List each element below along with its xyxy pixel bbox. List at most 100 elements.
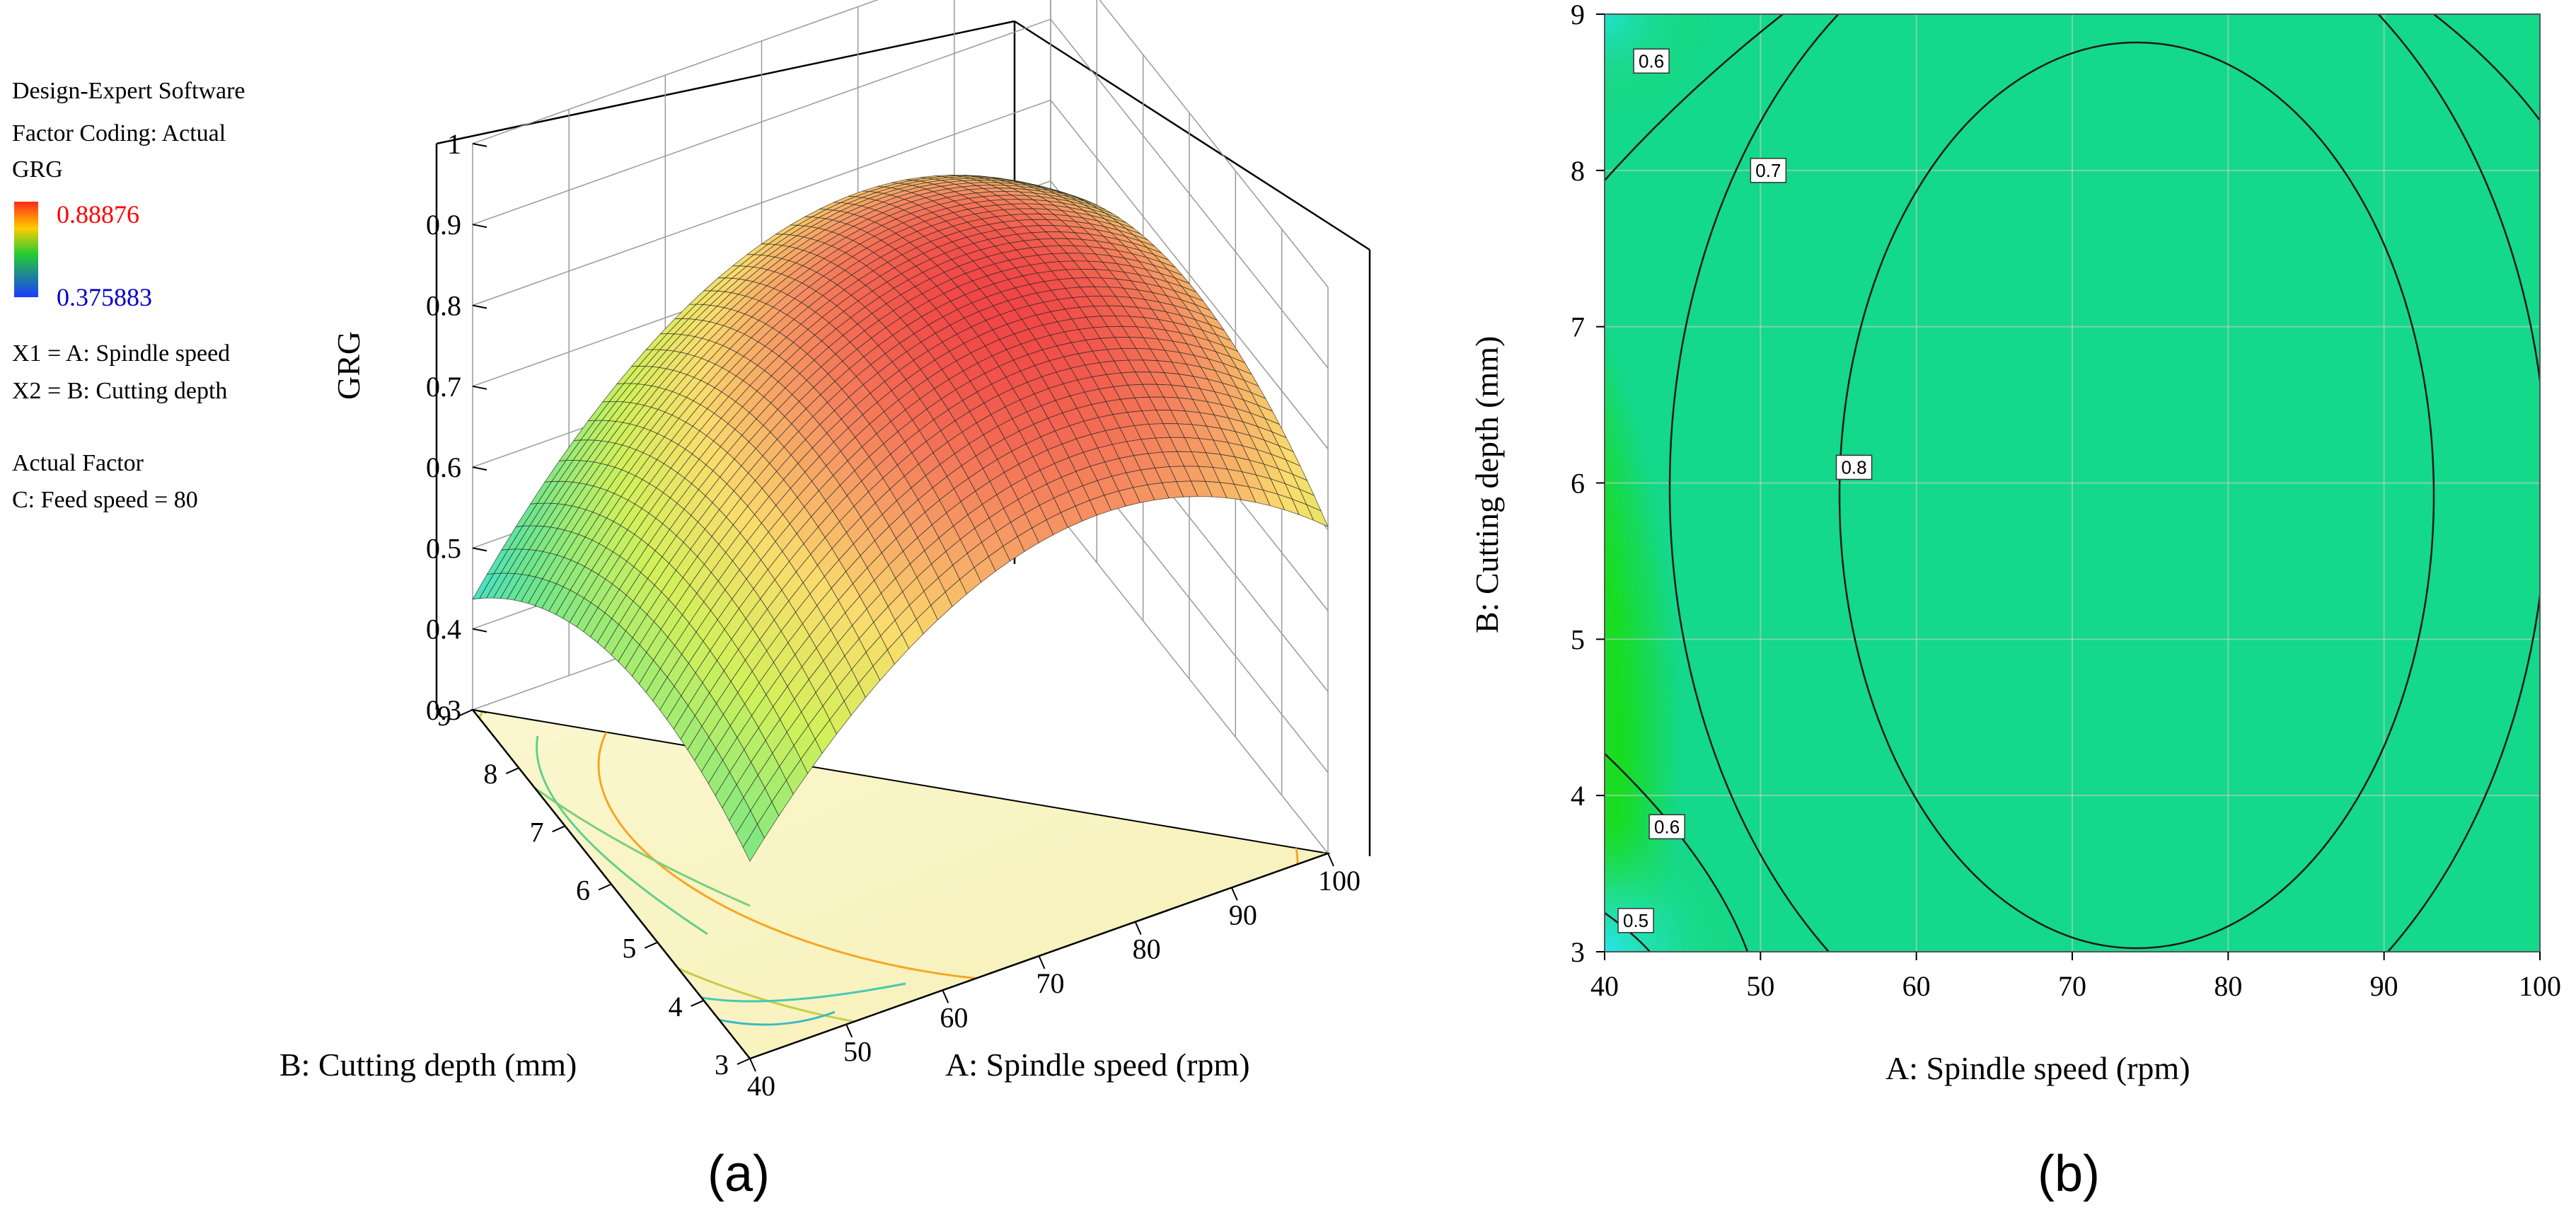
z-axis-title: GRG bbox=[330, 331, 366, 400]
floor-contour-0.4 bbox=[714, 1010, 836, 1026]
z-tick bbox=[472, 224, 487, 229]
y-tick bbox=[505, 767, 519, 775]
y-tick bbox=[598, 883, 612, 891]
y-tick-label-b: 5 bbox=[1571, 623, 1585, 655]
z-tick bbox=[472, 304, 487, 309]
z-tick-label: 0.5 bbox=[426, 532, 461, 564]
software-legend: Design-Expert Software Factor Coding: Ac… bbox=[12, 78, 246, 513]
response-surface bbox=[472, 174, 1329, 862]
y-axis: 34 5 6 7 89 bbox=[437, 700, 751, 1081]
y-tick bbox=[644, 941, 658, 949]
color-scale-min: 0.375883 bbox=[57, 283, 152, 311]
contour-label: 0.6 bbox=[1639, 50, 1664, 71]
z-tick-label: 0.4 bbox=[426, 614, 461, 645]
contour-label: 0.6 bbox=[1654, 816, 1680, 837]
z-tick-label: 0.6 bbox=[426, 451, 461, 483]
x-tick-label-b: 100 bbox=[2519, 970, 2561, 1002]
contour-line-0.6-upper bbox=[1605, 14, 1784, 181]
surface-patch bbox=[1306, 504, 1329, 528]
x-axis-title-b: A: Spindle speed (rpm) bbox=[1885, 1050, 2190, 1086]
top-corner-glow bbox=[1605, 14, 1746, 142]
x-tick bbox=[1327, 853, 1334, 867]
x-tick bbox=[942, 989, 949, 1003]
z-tick bbox=[472, 142, 487, 147]
x-tick-label: 70 bbox=[1036, 967, 1065, 999]
y-tick-label-b: 6 bbox=[1571, 468, 1585, 500]
contour-label: 0.5 bbox=[1623, 910, 1648, 931]
x-axis: 40 50 60 70 80 90 100 bbox=[747, 853, 1361, 1102]
z-tick bbox=[472, 385, 487, 390]
y-tick bbox=[459, 709, 473, 716]
y-tick bbox=[691, 999, 705, 1007]
z-gridline bbox=[472, 18, 1329, 369]
y-tick-label-b: 9 bbox=[1571, 0, 1585, 30]
z-tick bbox=[472, 709, 487, 713]
x-tick-label-b: 40 bbox=[1590, 970, 1619, 1002]
z-gridline bbox=[472, 99, 1329, 449]
contour-line-0.8 bbox=[1838, 41, 2435, 950]
y-tick-label-b: 8 bbox=[1571, 155, 1585, 187]
panel-label-b: (b) bbox=[2038, 1146, 2100, 1202]
x-tick-label: 60 bbox=[940, 1001, 968, 1033]
y-tick-label: 5 bbox=[622, 933, 636, 964]
y-tick-label: 4 bbox=[669, 991, 683, 1023]
y-tick bbox=[552, 825, 566, 833]
floor-contour-0.6b bbox=[536, 735, 708, 935]
x-tick bbox=[749, 1058, 756, 1072]
y-axis-b: 3 4 5 6 7 8 9 bbox=[1571, 0, 1605, 968]
actual-factor-value: C: Feed speed = 80 bbox=[12, 487, 198, 513]
z-tick bbox=[472, 628, 487, 633]
z-tick-label: 0.9 bbox=[426, 209, 461, 241]
contour-label-box bbox=[1617, 908, 1654, 933]
factor-x1: X1 = A: Spindle speed bbox=[12, 340, 230, 367]
x-tick bbox=[1230, 887, 1238, 901]
software-name: Design-Expert Software bbox=[12, 78, 246, 104]
y-tick-label: 3 bbox=[715, 1049, 729, 1081]
y-tick-label: 8 bbox=[483, 758, 497, 790]
factor-coding: Factor Coding: Actual bbox=[12, 120, 226, 146]
y-tick bbox=[737, 1058, 751, 1065]
y-tick-label: 9 bbox=[437, 700, 451, 732]
contour-label: 0.8 bbox=[1841, 456, 1866, 478]
x-tick bbox=[1038, 955, 1046, 969]
color-scale-bar bbox=[14, 202, 38, 297]
contour-line-0.5 bbox=[1605, 911, 1651, 952]
x-tick bbox=[845, 1024, 853, 1038]
contour-line-0.6-right bbox=[2433, 14, 2540, 121]
z-tick-label: 0.8 bbox=[426, 290, 461, 322]
x-tick-label-b: 70 bbox=[2058, 970, 2086, 1002]
z-tick-label: 0.3 bbox=[426, 694, 461, 726]
x-axis-b: 40 50 60 70 80 90 100 bbox=[1590, 952, 2561, 1002]
actual-factor-title: Actual Factor bbox=[12, 450, 144, 476]
y-axis-title: B: Cutting depth (mm) bbox=[279, 1047, 577, 1083]
y-tick-label-b: 3 bbox=[1571, 936, 1585, 968]
contour-line-0.7 bbox=[1668, 14, 2540, 952]
y-tick-label: 7 bbox=[530, 816, 544, 848]
x-tick-label: 40 bbox=[747, 1070, 775, 1102]
contour-label: 0.7 bbox=[1755, 160, 1781, 181]
z-axis: 0.3 0.4 0.5 0.6 0.7 0.8 0.9 1 bbox=[426, 128, 487, 726]
y-tick-label-b: 7 bbox=[1571, 311, 1585, 343]
y-axis-title-b: B: Cutting depth (mm) bbox=[1469, 336, 1505, 633]
contour-label-box bbox=[1648, 814, 1685, 840]
contour-label-box bbox=[1633, 48, 1670, 74]
z-gridline bbox=[472, 0, 1329, 288]
contour-line-0.6-lower bbox=[1605, 753, 1749, 952]
y-tick-label-b: 4 bbox=[1571, 780, 1585, 812]
x-tick-label-b: 50 bbox=[1746, 970, 1774, 1002]
z-tick-label: 0.7 bbox=[426, 371, 461, 403]
y-tick-label: 6 bbox=[576, 875, 590, 906]
factor-x2: X2 = B: Cutting depth bbox=[12, 378, 227, 404]
floor-plane bbox=[470, 708, 1331, 1060]
x-tick-label: 90 bbox=[1229, 899, 1257, 931]
x-tick bbox=[1134, 921, 1142, 935]
contour-plot: 0.5 0.6 0.6 0.7 0.8 bbox=[1604, 13, 2541, 952]
color-scale-max: 0.88876 bbox=[57, 200, 139, 229]
z-tick bbox=[472, 466, 487, 471]
x-tick-label: 80 bbox=[1133, 933, 1161, 965]
z-tick bbox=[472, 547, 487, 552]
contour-label-box bbox=[1750, 158, 1787, 183]
x-tick-label-b: 80 bbox=[2214, 970, 2242, 1002]
x-tick-label: 100 bbox=[1318, 865, 1361, 897]
